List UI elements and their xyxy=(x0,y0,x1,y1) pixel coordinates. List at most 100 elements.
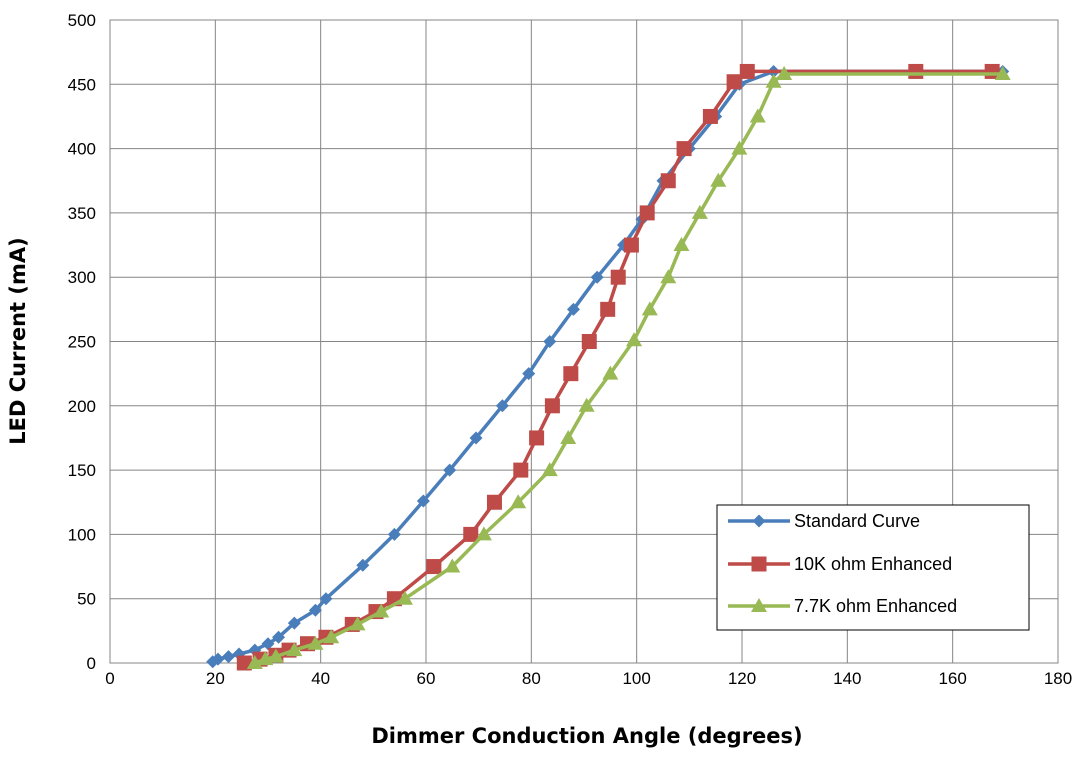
data-point xyxy=(307,635,324,650)
x-tick-label: 100 xyxy=(622,669,650,688)
data-point xyxy=(308,603,322,617)
data-point xyxy=(749,108,766,123)
data-point xyxy=(349,616,366,631)
data-point xyxy=(319,592,333,606)
data-point xyxy=(600,301,616,317)
legend-label: 10K ohm Enhanced xyxy=(794,554,952,574)
data-point xyxy=(396,590,413,605)
data-point xyxy=(660,269,677,284)
legend-label: Standard Curve xyxy=(794,511,920,531)
plot-frame xyxy=(109,19,1059,664)
data-point xyxy=(510,494,527,509)
x-tick-label: 40 xyxy=(311,669,330,688)
x-tick-label: 140 xyxy=(833,669,861,688)
data-point xyxy=(522,367,536,381)
series-3 xyxy=(246,66,1011,669)
data-point xyxy=(602,365,619,380)
y-tick-label: 400 xyxy=(68,140,96,159)
data-point xyxy=(639,205,655,221)
y-tick-label: 500 xyxy=(68,11,96,30)
data-point xyxy=(475,526,492,541)
x-tick-label: 80 xyxy=(522,669,541,688)
data-point xyxy=(248,643,262,657)
legend: Standard Curve 10K ohm Enhanced 7.7K ohm E… xyxy=(716,504,1030,631)
x-tick-label: 120 xyxy=(728,669,756,688)
legend-item: Standard Curve xyxy=(728,511,920,531)
data-point xyxy=(444,558,461,573)
y-tick-label: 250 xyxy=(68,333,96,352)
x-tick-label: 20 xyxy=(206,669,225,688)
data-point xyxy=(560,429,577,444)
y-tick-label: 150 xyxy=(68,461,96,480)
x-tick-label: 60 xyxy=(417,669,436,688)
data-point xyxy=(387,527,401,541)
data-point xyxy=(994,66,1011,81)
data-point xyxy=(581,334,597,349)
legend-box xyxy=(716,504,1030,631)
data-point xyxy=(373,603,390,618)
series-layer xyxy=(206,63,1011,671)
data-point xyxy=(908,63,924,79)
data-point xyxy=(261,637,275,651)
y-axis-title: LED Current (mA) xyxy=(6,237,30,444)
data-point xyxy=(236,655,252,671)
x-tick-labels: 0 20 40 60 80 100 120 140 160 180 xyxy=(105,669,1072,688)
data-point xyxy=(443,463,457,477)
data-point xyxy=(673,237,690,252)
y-tick-label: 200 xyxy=(68,397,96,416)
data-point xyxy=(626,332,643,347)
y-tick-label: 450 xyxy=(68,75,96,94)
data-point xyxy=(702,108,718,124)
data-point xyxy=(246,655,263,669)
data-point xyxy=(566,302,580,316)
data-point xyxy=(222,650,235,664)
data-point xyxy=(463,526,479,542)
data-point xyxy=(272,630,286,644)
data-point xyxy=(739,63,755,79)
data-point xyxy=(543,335,557,348)
data-point xyxy=(765,73,782,88)
data-point xyxy=(495,399,509,413)
data-point xyxy=(641,301,658,316)
data-point xyxy=(513,462,529,478)
data-point xyxy=(469,431,483,445)
y-tick-label: 350 xyxy=(68,204,96,223)
data-point xyxy=(578,397,595,412)
data-point xyxy=(286,642,303,657)
data-point xyxy=(486,494,502,510)
y-tick-label: 300 xyxy=(68,268,96,287)
data-point xyxy=(287,616,301,630)
data-point xyxy=(610,269,626,285)
data-point xyxy=(731,140,748,155)
y-tick-label: 0 xyxy=(87,654,96,673)
data-point xyxy=(211,652,225,666)
x-tick-label: 180 xyxy=(1044,669,1072,688)
data-point xyxy=(660,173,676,189)
data-point xyxy=(426,559,442,575)
x-axis-title: Dimmer Conduction Angle (degrees) xyxy=(371,724,802,748)
data-point xyxy=(776,66,793,81)
x-tick-label: 0 xyxy=(105,669,114,688)
legend-swatch-marker xyxy=(751,556,767,572)
data-point xyxy=(416,494,430,508)
data-point xyxy=(590,270,604,284)
legend-swatch-marker xyxy=(752,514,766,528)
legend-items: Standard Curve 10K ohm Enhanced 7.7K ohm E… xyxy=(728,511,957,616)
legend-label: 7.7K ohm Enhanced xyxy=(794,596,957,616)
data-point xyxy=(541,462,558,477)
data-point xyxy=(691,204,708,219)
legend-item: 10K ohm Enhanced xyxy=(728,554,952,574)
y-tick-label: 100 xyxy=(68,525,96,544)
data-point xyxy=(544,398,560,414)
data-point xyxy=(267,648,284,663)
data-point xyxy=(356,558,370,572)
y-tick-labels: 0 50 100 150 200 250 300 350 400 450 500 xyxy=(68,11,96,673)
legend-item: 7.7K ohm Enhanced xyxy=(728,596,957,616)
data-point xyxy=(529,430,545,446)
x-tick-label: 160 xyxy=(938,669,966,688)
data-point xyxy=(676,141,692,157)
data-point xyxy=(563,366,579,382)
data-point xyxy=(323,629,340,644)
data-point xyxy=(623,237,639,253)
